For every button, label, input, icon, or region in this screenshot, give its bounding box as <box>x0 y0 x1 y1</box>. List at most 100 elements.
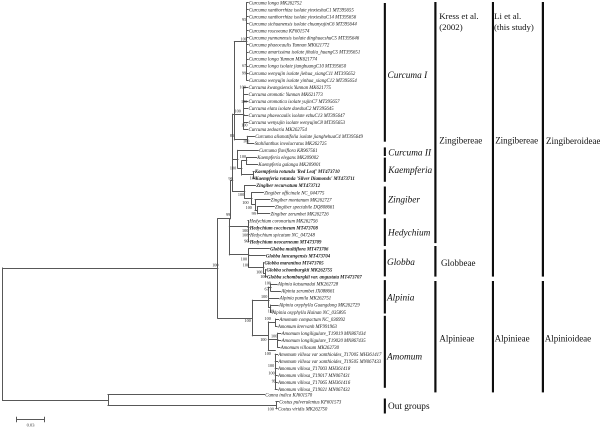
svg-text:Kaempferia rotunda 'Silver Dia: Kaempferia rotunda 'Silver Diamonds' MT4… <box>254 177 354 182</box>
svg-text:Curcuma II: Curcuma II <box>388 149 432 159</box>
svg-text:Alpinia zerumbet JX088661: Alpinia zerumbet JX088661 <box>280 290 335 295</box>
svg-text:Zingibereae: Zingibereae <box>439 135 482 145</box>
svg-text:100: 100 <box>241 99 247 104</box>
svg-text:100: 100 <box>271 334 277 339</box>
svg-text:Globba schomburgkii MK262755: Globba schomburgkii MK262755 <box>267 269 333 274</box>
svg-text:Amomum: Amomum <box>386 352 422 362</box>
svg-text:100: 100 <box>242 233 248 238</box>
svg-text:100: 100 <box>243 138 249 143</box>
svg-text:Costus viridis MK262750: Costus viridis MK262750 <box>278 407 328 412</box>
svg-text:Alpinieae: Alpinieae <box>495 334 530 344</box>
svg-text:67: 67 <box>242 63 246 68</box>
svg-text:Amomum krervanh MF991963: Amomum krervanh MF991963 <box>277 325 338 330</box>
svg-text:Zingiberoideae: Zingiberoideae <box>546 136 600 146</box>
svg-text:Zingiber zerumbet MK262726: Zingiber zerumbet MK262726 <box>271 212 330 217</box>
svg-text:100: 100 <box>235 108 241 113</box>
svg-text:Amomum villosum MK262730: Amomum villosum MK262730 <box>280 346 340 351</box>
svg-text:Zingibereae: Zingibereae <box>495 135 538 145</box>
svg-text:100: 100 <box>230 166 236 171</box>
svg-text:Zingiber recurvatum MT473712: Zingiber recurvatum MT473712 <box>255 184 321 189</box>
svg-text:Hedychium: Hedychium <box>387 229 431 239</box>
svg-text:(this study): (this study) <box>494 22 534 32</box>
svg-text:Amomum villosa var xanthioides: Amomum villosa var xanthioides_T19505 MN… <box>277 360 381 365</box>
svg-text:Curcuma phaeocaulis isolate ez: Curcuma phaeocaulis isolate ezhuC13 MT39… <box>249 114 346 119</box>
svg-text:Kress et al.: Kress et al. <box>439 11 478 21</box>
svg-text:Curcuma longa isolate jianghua: Curcuma longa isolate jianghuangC10 MT39… <box>249 65 347 70</box>
svg-text:Curcuma xanthorrhiza isolate y: Curcuma xanthorrhiza isolate yinxieshuC1… <box>249 8 354 13</box>
svg-text:Globbeae: Globbeae <box>441 258 475 268</box>
svg-text:Amomum longiligulare_T19020 MN: Amomum longiligulare_T19020 MN867435 <box>281 339 367 344</box>
svg-text:Kaempferia rotunda 'Red Leaf': Kaempferia rotunda 'Red Leaf' MT473710 <box>254 170 340 175</box>
svg-text:Zingiber: Zingiber <box>388 196 420 206</box>
svg-text:99: 99 <box>252 211 256 216</box>
svg-text:100: 100 <box>265 281 271 286</box>
svg-text:Alpinia pumila MK262751: Alpinia pumila MK262751 <box>279 297 331 302</box>
svg-text:Hedychium spicatum NC_047248: Hedychium spicatum NC_047248 <box>249 233 315 238</box>
svg-text:99: 99 <box>226 212 230 217</box>
svg-text:100: 100 <box>265 316 271 321</box>
svg-text:100: 100 <box>240 154 246 159</box>
svg-text:Amomum villosa_T19017 MN067431: Amomum villosa_T19017 MN067431 <box>277 374 350 379</box>
svg-text:Curcuma wenyujin isolate yinhu: Curcuma wenyujin isolate yinhua_xiangC12… <box>249 79 357 84</box>
svg-text:(2002): (2002) <box>439 22 463 32</box>
svg-text:Curcuma sichuanensis isolate c: Curcuma sichuanensis isolate chuanyujinC… <box>249 23 357 28</box>
svg-text:Zingiber officinale NC_044775: Zingiber officinale NC_044775 <box>264 191 325 196</box>
svg-text:Curcuma elata isolate daeshuC2: Curcuma elata isolate daeshuC2 MT395645 <box>249 107 335 112</box>
svg-text:100: 100 <box>212 263 218 268</box>
svg-text:Kaempferia elegans MK209002: Kaempferia elegans MK209002 <box>256 156 319 161</box>
svg-text:100: 100 <box>242 200 248 205</box>
svg-text:100: 100 <box>245 318 251 323</box>
svg-text:100: 100 <box>241 123 247 128</box>
svg-text:Alpinieae: Alpinieae <box>439 334 474 344</box>
svg-text:99: 99 <box>272 379 276 384</box>
svg-text:100: 100 <box>260 274 266 279</box>
svg-text:67: 67 <box>265 286 269 291</box>
svg-text:Costus pulverulentus KF601573: Costus pulverulentus KF601573 <box>279 400 342 405</box>
svg-text:Li et al.: Li et al. <box>494 11 521 21</box>
svg-text:Globba: Globba <box>387 258 415 268</box>
svg-text:Canna indica KJ601570: Canna indica KJ601570 <box>265 393 313 398</box>
svg-text:100: 100 <box>268 363 274 368</box>
svg-text:100: 100 <box>265 351 271 356</box>
svg-text:Amomum longiligulare_T19019 MN: Amomum longiligulare_T19019 MN867434 <box>281 332 367 337</box>
svg-text:100: 100 <box>238 192 244 197</box>
svg-text:Curcuma longa MK262752: Curcuma longa MK262752 <box>249 1 302 6</box>
svg-text:Curcuma kwangsiensis Yunnan MK: Curcuma kwangsiensis Yunnan MK621775 <box>249 86 332 91</box>
svg-text:Kaempferia galanga MK209001: Kaempferia galanga MK209001 <box>257 163 320 168</box>
svg-text:100: 100 <box>250 175 256 180</box>
svg-text:Alpinia oxyphylla Hainan NC_03: Alpinia oxyphylla Hainan NC_035895 <box>271 311 347 316</box>
svg-text:Curcuma aromatic Yunnan MK6217: Curcuma aromatic Yunnan MK621773 <box>249 93 324 98</box>
svg-text:100: 100 <box>242 228 248 233</box>
svg-text:Amomum villosa_T17065 MH361416: Amomum villosa_T17065 MH361416 <box>277 381 351 386</box>
svg-text:Stahlianthus involucratus MK26: Stahlianthus involucratus MK262725 <box>255 142 328 147</box>
svg-text:Alpinia katsumadai MK262728: Alpinia katsumadai MK262728 <box>277 283 339 288</box>
svg-text:Curcuma phaeocaulis Yunnan MK6: Curcuma phaeocaulis Yunnan MK621772 <box>249 44 330 49</box>
svg-text:0.03: 0.03 <box>27 423 36 428</box>
svg-text:100: 100 <box>256 270 262 275</box>
svg-text:Curcuma wenyujin isolate wenyu: Curcuma wenyujin isolate wenyujinC8 MT39… <box>249 121 346 126</box>
svg-text:96: 96 <box>229 176 233 181</box>
svg-text:Curcuma xanthorrhiza isolate y: Curcuma xanthorrhiza isolate yinxieshuC1… <box>249 16 357 21</box>
svg-text:Globba schomburgkii var. angus: Globba schomburgkii var. angustata MT473… <box>267 276 362 281</box>
svg-text:Curcuma alismatifolia isolate: Curcuma alismatifolia isolate jianghehua… <box>255 135 363 140</box>
svg-text:Alpinioideae: Alpinioideae <box>545 334 592 344</box>
svg-text:Amomum villosa_T19021 MN067432: Amomum villosa_T19021 MN067432 <box>277 388 351 393</box>
svg-text:100: 100 <box>240 85 246 90</box>
svg-text:Globba multiflora MT473706: Globba multiflora MT473706 <box>270 248 329 253</box>
svg-text:90: 90 <box>244 238 248 243</box>
svg-text:100: 100 <box>246 205 252 210</box>
svg-text:Curcuma zedoaria MK262754: Curcuma zedoaria MK262754 <box>249 128 308 133</box>
svg-text:Hedychium coccineum MT473708: Hedychium coccineum MT473708 <box>249 226 319 231</box>
svg-text:99: 99 <box>242 71 246 76</box>
svg-text:Globba lancangensis MT473704: Globba lancangensis MT473704 <box>266 255 331 260</box>
svg-text:Amomum villosa_T17003 MH361418: Amomum villosa_T17003 MH361418 <box>277 367 351 372</box>
svg-text:Curcuma roscoeana KF601574: Curcuma roscoeana KF601574 <box>249 30 310 35</box>
svg-text:95: 95 <box>242 17 246 22</box>
svg-text:Zingiber spectabile DQ808661: Zingiber spectabile DQ808661 <box>275 205 335 210</box>
svg-text:100: 100 <box>241 37 247 42</box>
svg-text:Curcuma I: Curcuma I <box>388 71 429 81</box>
svg-text:100: 100 <box>268 370 274 375</box>
svg-text:Kaempferia: Kaempferia <box>387 165 432 176</box>
svg-text:Hedychium coronarium MK262756: Hedychium coronarium MK262756 <box>248 219 318 224</box>
svg-text:100: 100 <box>260 337 266 342</box>
